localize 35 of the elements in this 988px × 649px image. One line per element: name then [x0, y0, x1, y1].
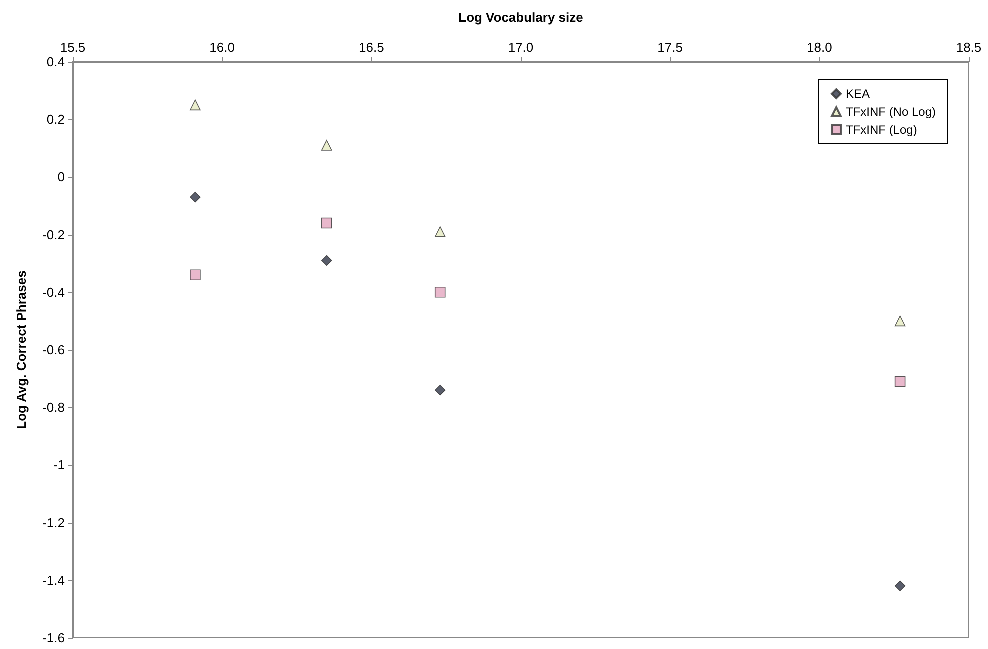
point [190, 192, 201, 203]
legend-label: KEA [846, 87, 870, 101]
y-tick-label: -1.4 [42, 572, 65, 588]
x-tick-label: 16.0 [210, 40, 235, 55]
point [321, 218, 332, 229]
y-tick-label: -0.2 [42, 227, 65, 242]
x-tick-label: 17.5 [658, 40, 683, 55]
point [434, 287, 446, 298]
point [190, 270, 201, 281]
y-tick-label: -1.6 [42, 630, 65, 646]
x-tick-label: 15.5 [60, 40, 86, 55]
point [321, 140, 332, 151]
point [894, 580, 906, 592]
x-tick-label: 17.0 [508, 40, 534, 55]
point [894, 316, 906, 327]
legend-label: TFxINF (No Log) [846, 105, 936, 119]
legend-label: TFxINF (Log) [846, 123, 918, 137]
y-tick-label: -1 [53, 458, 65, 473]
y-tick-label: -0.8 [42, 400, 65, 416]
x-tick-label: 18.5 [956, 40, 982, 55]
y-tick-label: 0.2 [46, 112, 65, 128]
y-tick-label: -0.6 [42, 342, 65, 358]
y-tick-label: -1.2 [42, 515, 65, 530]
point [434, 384, 446, 396]
x-tick-label: 18.0 [807, 40, 832, 55]
point [434, 226, 446, 238]
x-axis-title: Log Vocabulary size [458, 10, 584, 25]
point [894, 376, 906, 388]
y-tick-label: 0 [58, 170, 65, 185]
x-tick-label: 16.5 [359, 40, 384, 55]
y-axis-title: Log Avg. Correct Phrases [14, 270, 29, 430]
point [321, 255, 332, 266]
point [190, 100, 201, 111]
y-tick-label: -0.4 [42, 284, 65, 300]
y-tick-label: 0.4 [46, 54, 65, 70]
